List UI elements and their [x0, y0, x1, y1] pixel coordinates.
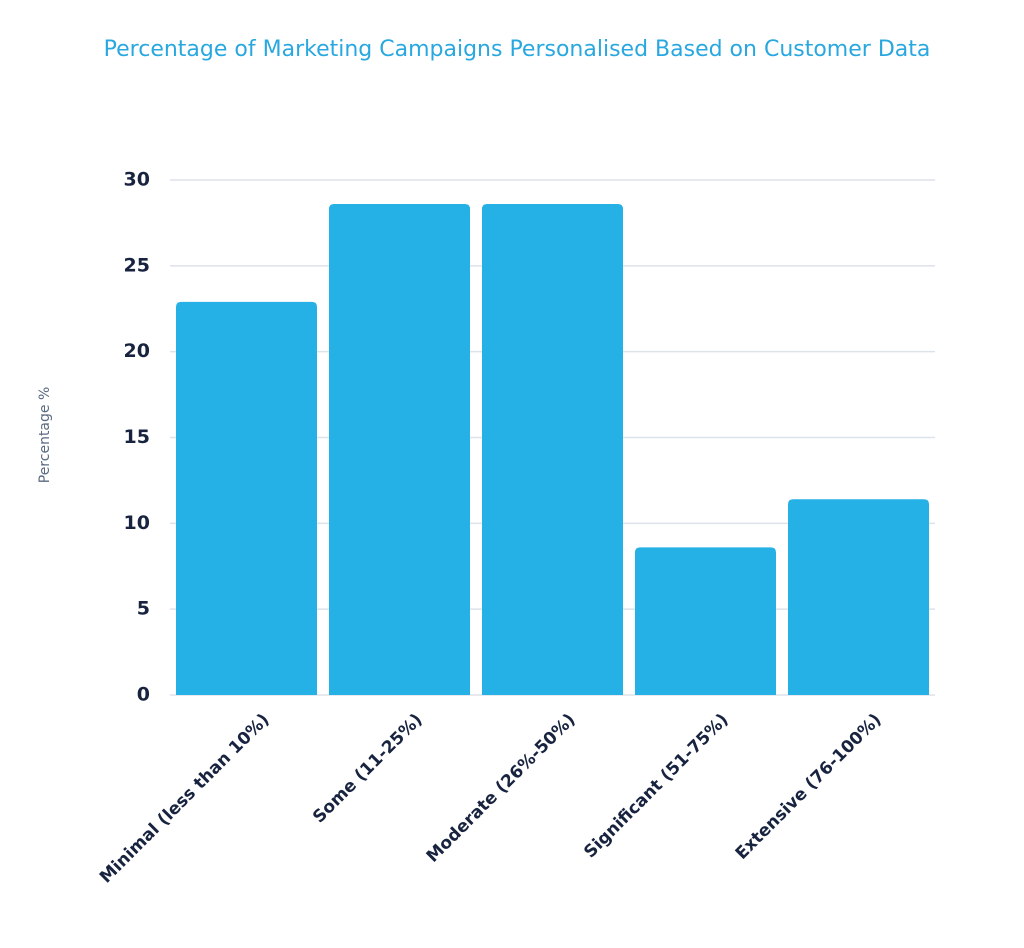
bar [788, 499, 929, 695]
x-tick-label: Moderate (26%-50%) [423, 710, 580, 867]
bar [329, 204, 470, 696]
x-tick-label: Some (11-25%) [309, 710, 426, 827]
x-tick-label: Extensive (76-100%) [732, 710, 886, 864]
y-tick-label: 5 [137, 598, 150, 620]
y-tick-label: 0 [137, 684, 150, 706]
x-tick-label: Minimal (less than 10%) [96, 710, 274, 888]
y-tick-label: 15 [124, 426, 150, 448]
bar [176, 301, 317, 695]
bar [635, 547, 776, 695]
chart-title: Percentage of Marketing Campaigns Person… [104, 37, 931, 62]
y-axis-label: Percentage % [37, 387, 53, 484]
bar [482, 204, 623, 696]
y-tick-label: 30 [124, 169, 150, 191]
y-tick-label: 10 [124, 512, 150, 534]
y-tick-label: 25 [124, 254, 150, 276]
x-tick-label: Significant (51-75%) [580, 710, 732, 862]
y-tick-label: 20 [124, 340, 150, 362]
